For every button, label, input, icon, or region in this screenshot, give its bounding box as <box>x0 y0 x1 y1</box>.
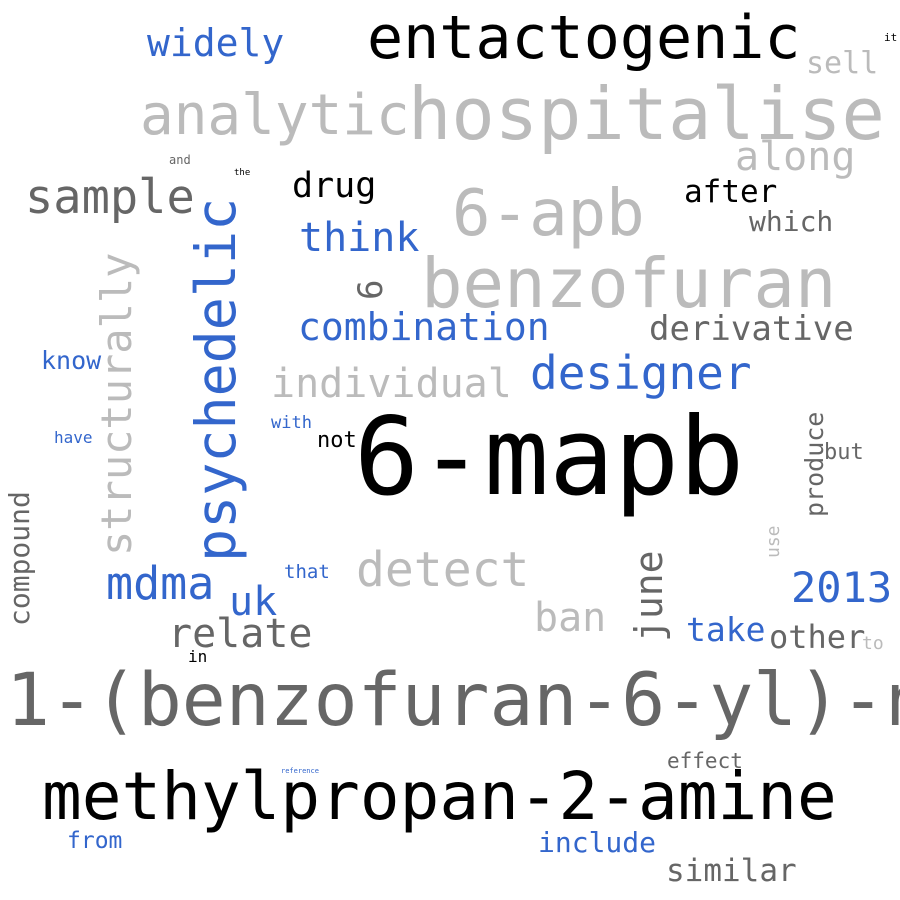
word-compound: compound <box>3 491 36 626</box>
word-psychedelic: psychedelic <box>184 197 248 562</box>
word-designer: designer <box>530 346 752 400</box>
word-combination: combination <box>298 305 550 349</box>
word-benzofuran: benzofuran <box>421 244 837 324</box>
word-effect: effect <box>667 749 743 773</box>
word-take: take <box>686 610 766 649</box>
word-the: the <box>234 168 251 178</box>
word-but: but <box>824 440 864 465</box>
word-use: use <box>763 525 784 558</box>
word-from: from <box>67 828 123 854</box>
word-similar: similar <box>666 853 797 889</box>
word-not: not <box>317 428 357 453</box>
word-2013: 2013 <box>791 563 893 612</box>
word-reference: reference <box>281 767 319 775</box>
word-6-apb: 6-apb <box>452 177 645 251</box>
word-that: that <box>284 561 330 583</box>
word-think: think <box>299 215 420 261</box>
word-which: which <box>749 205 834 238</box>
word-with: with <box>271 413 312 433</box>
word-6: 6 <box>351 279 391 300</box>
word-hospitalise: hospitalise <box>408 72 885 156</box>
word-june: june <box>627 550 671 642</box>
word-have: have <box>54 428 93 447</box>
word-uk: uk <box>229 579 278 625</box>
word-relate: relate <box>168 611 313 657</box>
word-sell: sell <box>806 46 879 81</box>
word-mdma: mdma <box>106 557 215 610</box>
word-drug: drug <box>292 166 377 206</box>
word-ban: ban <box>534 595 607 641</box>
word-after: after <box>684 174 778 210</box>
word-methylpropan-2-amine: methylpropan-2-amine <box>42 758 837 835</box>
word-analytic: analytic <box>140 83 410 148</box>
word-entactogenic: entactogenic <box>367 3 801 73</box>
word-structurally: structurally <box>92 252 141 556</box>
word-widely: widely <box>147 21 285 65</box>
word-sample: sample <box>25 170 195 225</box>
word-1-benzofuran-6-yl-n: 1-(benzofuran-6-yl)-n <box>6 658 900 743</box>
word-to: to <box>862 633 884 654</box>
word-other: other <box>769 618 866 656</box>
word-and: and <box>169 153 191 167</box>
word-individual: individual <box>271 361 512 407</box>
word-derivative: derivative <box>649 309 854 349</box>
word-in: in <box>188 647 208 666</box>
word-know: know <box>41 346 102 375</box>
word-detect: detect <box>356 542 530 598</box>
word-6-mapb: 6-mapb <box>354 395 745 520</box>
word-it: it <box>884 31 898 44</box>
word-along: along <box>735 134 856 180</box>
word-include: include <box>538 826 657 859</box>
